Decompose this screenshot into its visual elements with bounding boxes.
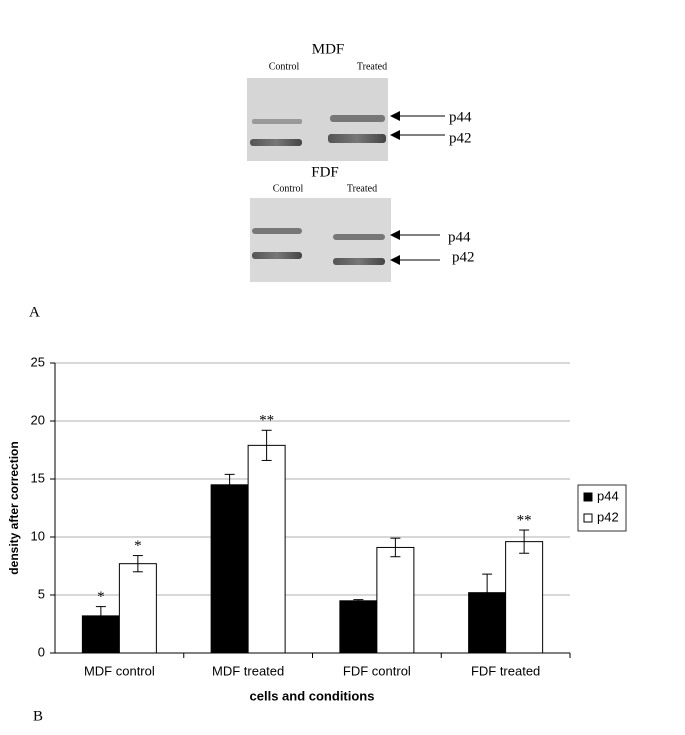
band-label: p42 bbox=[452, 249, 475, 265]
blot-band bbox=[252, 119, 302, 124]
x-tick-label: MDF treated bbox=[212, 663, 284, 678]
blot-band bbox=[330, 115, 385, 122]
bar bbox=[505, 541, 544, 654]
legend-label: p42 bbox=[597, 509, 619, 524]
bar bbox=[339, 600, 378, 654]
lane-label: Treated bbox=[357, 61, 387, 72]
bar bbox=[247, 444, 286, 654]
x-tick-label: MDF control bbox=[84, 663, 155, 678]
arrow-head bbox=[390, 255, 400, 265]
panel-label: A bbox=[29, 304, 40, 320]
band-label: p44 bbox=[448, 229, 471, 245]
blot-band bbox=[250, 139, 302, 146]
x-tick-label: FDF treated bbox=[471, 663, 540, 678]
arrow-head bbox=[390, 230, 400, 240]
legend-label: p44 bbox=[597, 488, 619, 503]
blot-band bbox=[333, 234, 385, 240]
bar bbox=[210, 484, 249, 654]
blot-band bbox=[328, 134, 386, 143]
y-tick-label: 5 bbox=[38, 586, 45, 601]
x-tick-label: FDF control bbox=[343, 663, 411, 678]
blot-band bbox=[252, 228, 302, 234]
bar bbox=[376, 546, 415, 654]
arrow-head bbox=[390, 130, 400, 140]
annotation: * bbox=[134, 538, 142, 554]
panel-label: B bbox=[33, 708, 43, 724]
legend-swatch bbox=[583, 513, 593, 523]
band-label: p44 bbox=[449, 109, 472, 125]
arrow-head bbox=[390, 111, 400, 121]
annotation: ** bbox=[259, 413, 274, 429]
bar bbox=[118, 563, 157, 654]
x-axis-title: cells and conditions bbox=[250, 688, 375, 703]
y-tick-label: 20 bbox=[31, 412, 45, 427]
blot-band bbox=[333, 258, 385, 265]
blot-title: FDF bbox=[311, 164, 339, 180]
annotation: * bbox=[97, 589, 105, 605]
band-label: p42 bbox=[449, 130, 472, 146]
y-tick-label: 10 bbox=[31, 528, 45, 543]
y-axis-title: density after correction bbox=[7, 441, 21, 574]
y-tick-label: 15 bbox=[31, 470, 45, 485]
annotation: ** bbox=[517, 512, 532, 528]
lane-label: Control bbox=[269, 61, 300, 72]
y-tick-label: 25 bbox=[31, 354, 45, 369]
legend-swatch bbox=[583, 492, 593, 502]
y-tick-label: 0 bbox=[38, 644, 45, 659]
lane-label: Control bbox=[273, 183, 304, 194]
lane-label: Treated bbox=[347, 183, 377, 194]
blot-title: MDF bbox=[312, 41, 345, 57]
blot-band bbox=[252, 252, 302, 259]
